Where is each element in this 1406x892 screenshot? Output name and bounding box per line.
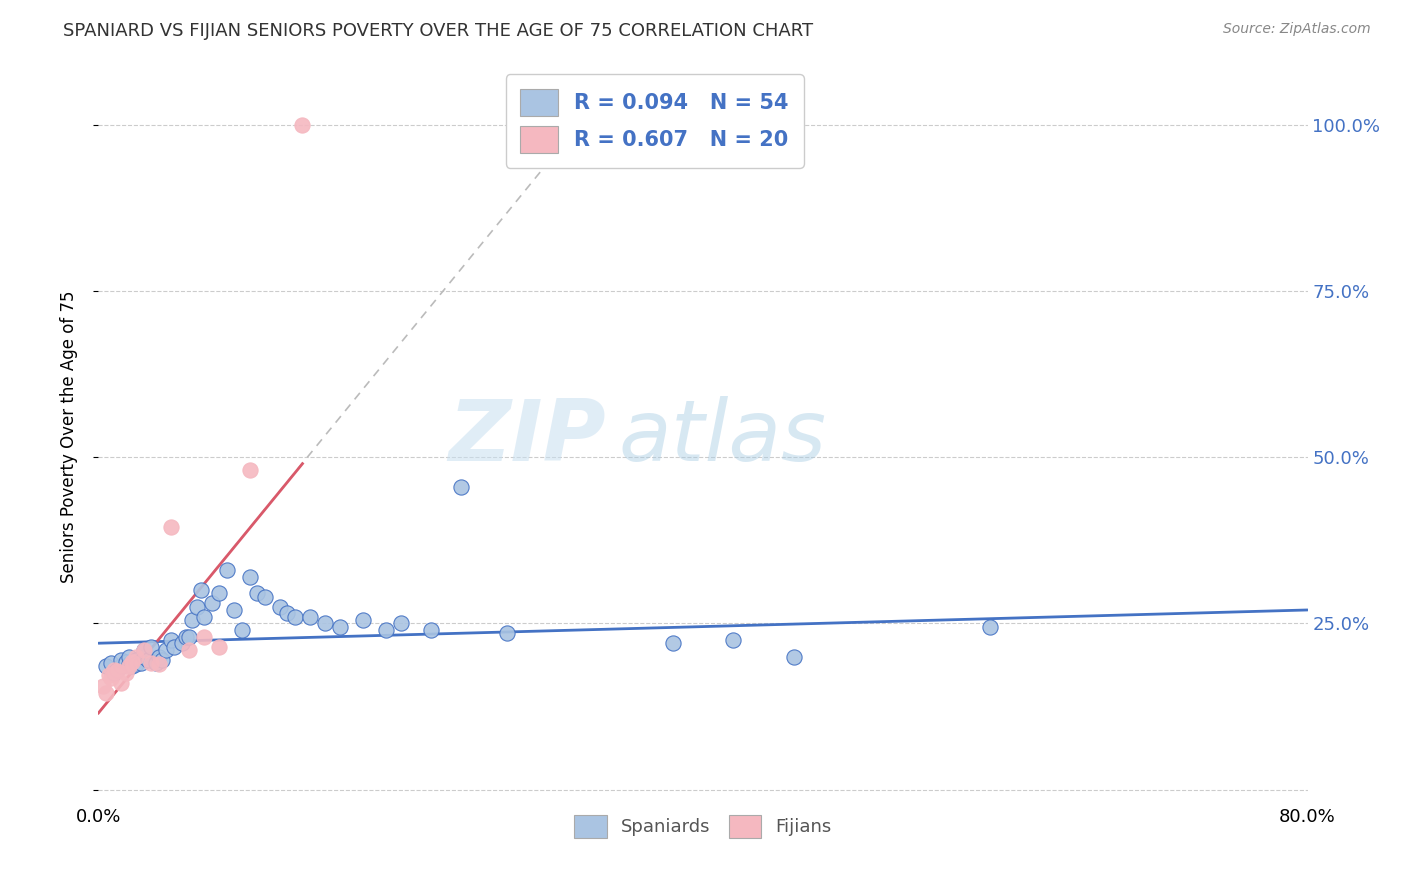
Point	[94, 659, 117, 673]
Point	[170, 636, 193, 650]
Point	[179, 630, 201, 644]
Point	[150, 653, 173, 667]
Point	[121, 659, 143, 673]
Point	[105, 664, 128, 678]
Point	[160, 520, 183, 534]
Point	[132, 643, 155, 657]
Point	[374, 623, 396, 637]
Point	[114, 666, 136, 681]
Text: ZIP: ZIP	[449, 395, 606, 479]
Point	[420, 623, 443, 637]
Point	[129, 656, 152, 670]
Point	[118, 657, 141, 672]
Point	[141, 640, 163, 654]
Point	[100, 671, 122, 685]
Point	[314, 616, 336, 631]
Point	[141, 656, 163, 670]
Point	[125, 653, 148, 667]
Point	[105, 663, 128, 677]
Point	[246, 586, 269, 600]
Point	[110, 659, 132, 673]
Point	[110, 653, 132, 667]
Point	[231, 623, 253, 637]
Point	[179, 643, 201, 657]
Point	[114, 655, 136, 669]
Point	[136, 653, 159, 667]
Point	[979, 619, 1001, 633]
Point	[125, 649, 148, 664]
Text: atlas: atlas	[619, 395, 827, 479]
Point	[100, 656, 122, 670]
Point	[291, 118, 314, 132]
Point	[389, 616, 412, 631]
Point	[148, 649, 170, 664]
Point	[450, 480, 472, 494]
Point	[269, 599, 291, 614]
Point	[783, 649, 806, 664]
Point	[155, 643, 177, 657]
Point	[224, 603, 246, 617]
Point	[661, 636, 683, 650]
Point	[239, 570, 262, 584]
Point	[125, 657, 148, 672]
Point	[190, 582, 212, 597]
Point	[299, 609, 322, 624]
Point	[91, 680, 114, 694]
Point	[94, 686, 117, 700]
Point	[329, 619, 352, 633]
Point	[145, 656, 167, 670]
Point	[495, 626, 517, 640]
Point	[103, 663, 125, 677]
Point	[163, 640, 186, 654]
Point	[110, 676, 132, 690]
Point	[132, 643, 155, 657]
Point	[253, 590, 276, 604]
Point	[201, 596, 224, 610]
Point	[723, 632, 745, 647]
Point	[276, 607, 298, 621]
Point	[98, 668, 121, 682]
Text: SPANIARD VS FIJIAN SENIORS POVERTY OVER THE AGE OF 75 CORRELATION CHART: SPANIARD VS FIJIAN SENIORS POVERTY OVER …	[63, 22, 814, 40]
Point	[174, 630, 197, 644]
Point	[132, 649, 155, 664]
Point	[208, 640, 231, 654]
Point	[186, 599, 208, 614]
Point	[118, 659, 141, 673]
Point	[148, 657, 170, 672]
Point	[215, 563, 238, 577]
Point	[118, 649, 141, 664]
Legend: Spaniards, Fijians: Spaniards, Fijians	[567, 807, 839, 845]
Point	[193, 630, 215, 644]
Point	[193, 609, 215, 624]
Point	[284, 609, 307, 624]
Point	[208, 586, 231, 600]
Point	[352, 613, 374, 627]
Point	[103, 666, 125, 681]
Y-axis label: Seniors Poverty Over the Age of 75: Seniors Poverty Over the Age of 75	[59, 291, 77, 583]
Point	[160, 632, 183, 647]
Point	[239, 463, 262, 477]
Point	[181, 613, 204, 627]
Point	[121, 655, 143, 669]
Text: Source: ZipAtlas.com: Source: ZipAtlas.com	[1223, 22, 1371, 37]
